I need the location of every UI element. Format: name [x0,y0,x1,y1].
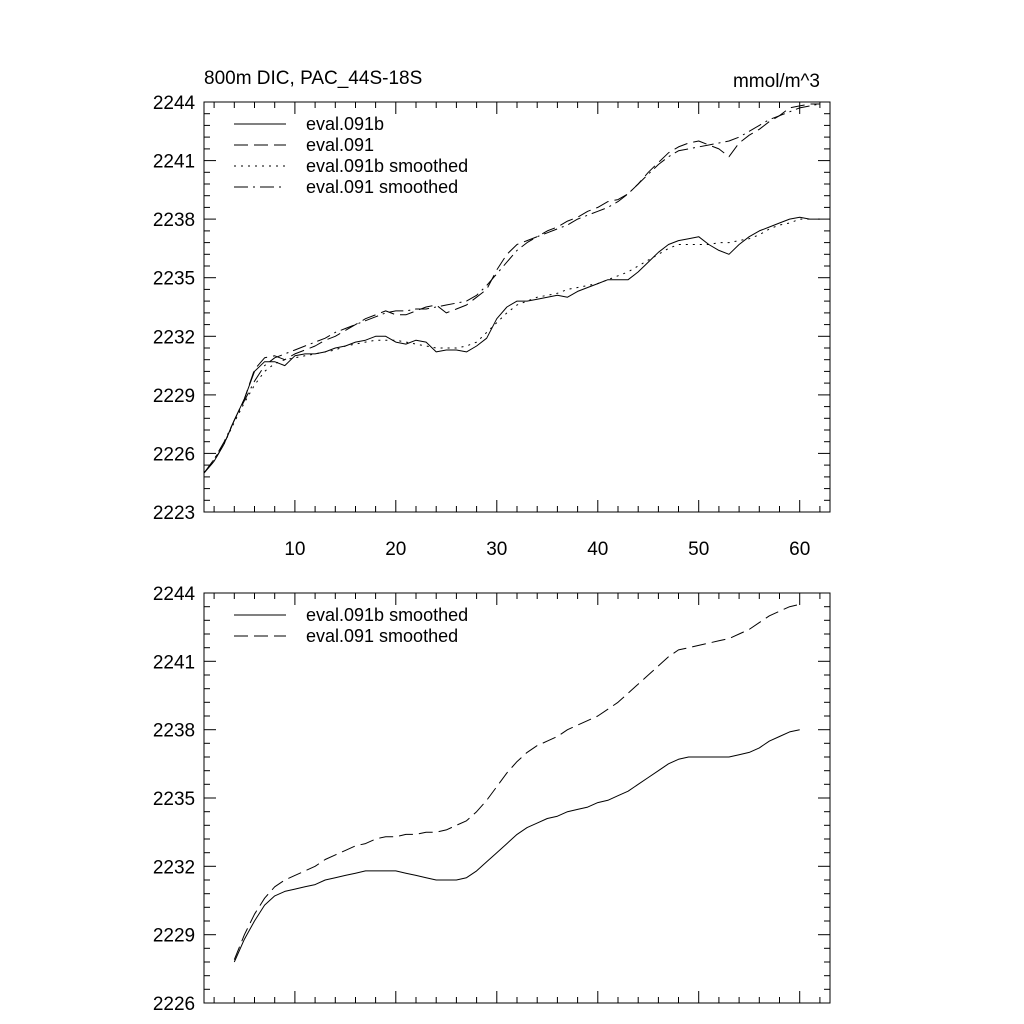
chart-units: mmol/m^3 [733,71,820,92]
bottom-series-layer [233,603,800,963]
x-tick-label: 40 [587,539,608,560]
legend-label: eval.091b smoothed [306,605,468,625]
y-tick-label: 2244 [153,584,196,605]
y-tick-label: 2238 [153,210,195,231]
y-tick-label: 2226 [153,444,195,465]
bottom-plot-frame [203,592,831,1004]
series-line-eval-091 [203,103,820,474]
series-line-eval-091b-smoothed [203,218,810,474]
x-tick-label: 10 [284,539,305,560]
top-series-layer [203,103,820,474]
series-line-eval-091b [203,216,820,474]
series-line-eval-091b-smoothed [233,729,800,963]
chart-title: 800m DIC, PAC_44S-18S [204,68,422,89]
x-tick-label: 20 [385,539,406,560]
bottom-axis-ticks: 2226 2229 2232 2235 2238 2241 2244 [153,584,830,1015]
y-tick-label: 2235 [153,789,195,810]
legend-label: eval.091 smoothed [306,177,458,197]
x-tick-label: 30 [486,539,507,560]
legend-label: eval.091b smoothed [306,156,468,176]
series-line-eval-091-smoothed [233,603,800,960]
y-tick-label: 2232 [153,857,195,878]
y-tick-label: 2229 [153,926,195,947]
y-tick-label: 2238 [153,721,195,742]
x-tick-label: 60 [789,539,810,560]
top-panel: 10 20 30 40 50 60 2223 2226 2229 2232 2235 2238 2241… [153,93,831,560]
legend-label: eval.091 smoothed [306,626,458,646]
top-plot-frame [203,101,831,513]
y-tick-label: 2226 [153,994,195,1015]
legend-label: eval.091b [306,114,384,134]
y-tick-label: 2241 [153,152,195,173]
y-tick-label: 2241 [153,652,195,673]
series-line-eval-091-smoothed [203,103,820,474]
bottom-panel: 2226 2229 2232 2235 2238 2241 2244 eval.091b s… [153,584,831,1015]
y-tick-label: 2244 [153,93,196,114]
legend-label: eval.091 [306,135,374,155]
y-tick-label: 2229 [153,386,195,407]
y-tick-label: 2235 [153,269,195,290]
top-axis-ticks: 10 20 30 40 50 60 2223 2226 2229 2232 2235 2238 2241… [153,93,830,560]
y-tick-label: 2223 [153,503,195,524]
y-tick-label: 2232 [153,327,195,348]
x-tick-label: 50 [688,539,709,560]
